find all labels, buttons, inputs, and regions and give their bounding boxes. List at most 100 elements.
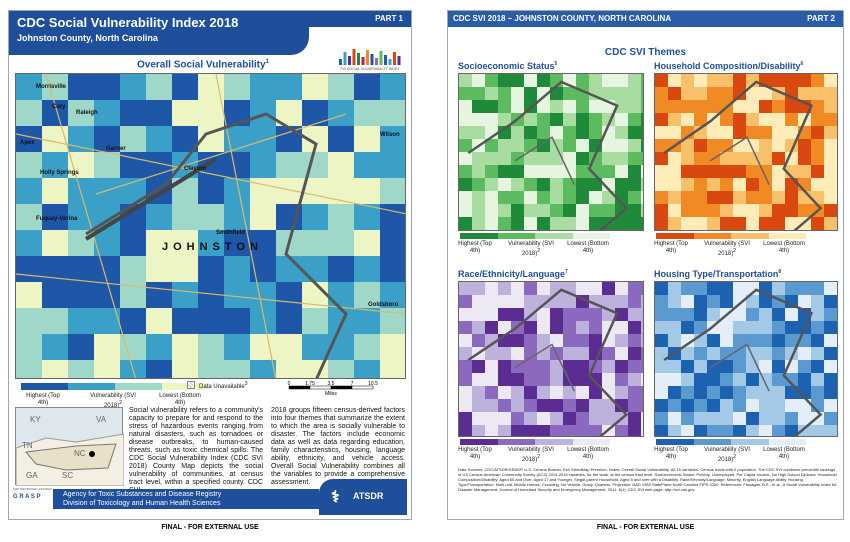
place-label: JOHNSTON <box>162 241 263 253</box>
header-banner: CDC Social Vulnerability Index 2018 John… <box>9 11 309 55</box>
svi-logo: SVI SOCIAL VULNERABILITY INDEX <box>335 47 405 71</box>
legend-highest: Highest (Top 4th) <box>458 447 492 460</box>
county-boundary <box>663 80 823 230</box>
legend-lowest: Lowest (Bottom 4th) <box>763 447 805 460</box>
part-label: PART 1 <box>375 14 403 23</box>
boundary-line <box>709 343 770 392</box>
road-line <box>16 273 405 315</box>
legend-lowest: Lowest (Bottom 4th) <box>763 241 805 254</box>
logo-bar <box>388 59 392 65</box>
legend-vulnerability: Vulnerability (SVI 2018)2 <box>508 241 554 257</box>
theme-title-household: Household Composition/Disability6 <box>654 61 804 71</box>
scale-tick: 0 <box>288 381 291 387</box>
road-line <box>215 74 277 378</box>
intro-text-left: Social vulnerability refers to a communi… <box>129 407 263 494</box>
legend-swatch <box>731 233 769 239</box>
road-line <box>95 113 347 195</box>
legend-swatch <box>656 439 694 445</box>
division-name: Division of Toxicology and Human Health … <box>63 500 221 507</box>
legend-swatch <box>693 233 731 239</box>
scale-segment <box>351 385 374 390</box>
scale-tick: 1.75 <box>305 381 315 387</box>
logo-bar <box>357 53 360 65</box>
socioeconomic-legend <box>460 233 610 239</box>
scale-tick: 10.5 <box>368 381 378 387</box>
legend-swatch <box>731 439 769 445</box>
logo-bar <box>343 52 347 65</box>
data-notes: Data Sources: CDC/ATSDR/GRASP, U.S. Cens… <box>458 467 837 492</box>
county-boundary <box>663 288 823 436</box>
housing-transport-map <box>654 281 838 437</box>
intro-text-right: 2018 groups fifteen census-derived facto… <box>271 407 405 486</box>
themes-title: CDC SVI Themes <box>604 47 687 58</box>
logo-bar <box>379 51 383 65</box>
legend-swatch <box>656 233 694 239</box>
logo-bar <box>352 49 356 65</box>
overall-legend-bar <box>21 383 209 390</box>
part-2-title: CDC SVI 2018 – JOHNSTON COUNTY, NORTH CA… <box>453 14 672 23</box>
atsdr-logo: ⚕ ATSDR <box>319 479 407 515</box>
svi-logo-icon: SVI SOCIAL VULNERABILITY INDEX <box>339 49 401 71</box>
state-label: TN <box>22 441 33 450</box>
place-label: Holly Springs <box>40 170 79 176</box>
legend-swatch <box>68 383 115 390</box>
legend-vulnerability: Vulnerability (SVI 2018)2 <box>704 241 750 257</box>
place-label: Raleigh <box>76 110 98 116</box>
logo-bar <box>393 52 396 65</box>
household-map <box>654 73 838 231</box>
legend-vulnerability: Vulnerability (SVI 2018)2 <box>90 393 136 409</box>
logo-bar <box>375 58 378 65</box>
legend-highest: Highest (Top 4th) <box>458 241 492 254</box>
place-label: Garner <box>106 146 126 152</box>
scale-unit: Miles <box>325 391 337 397</box>
place-label: Clayton <box>184 166 206 172</box>
legend-highest: Highest (Top 4th) <box>654 447 688 460</box>
legend-swatch <box>460 439 498 445</box>
inset-state-map: KY VA TN NC SC GA <box>15 407 125 487</box>
state-label: VA <box>96 415 107 424</box>
footer-part-1: FINAL - FOR EXTERNAL USE <box>161 524 259 531</box>
legend-swatch <box>497 233 535 239</box>
place-label: Smithfield <box>216 230 245 236</box>
road-line <box>16 133 405 215</box>
place-label: Apex <box>20 140 35 146</box>
state-label: KY <box>30 415 41 424</box>
state-label: NC <box>74 449 86 458</box>
legend-swatch <box>460 233 498 239</box>
place-label: Goldsboro <box>368 302 399 308</box>
county-boundary <box>467 80 629 230</box>
data-unavailable-swatch <box>187 381 195 389</box>
legend-lowest: Lowest (Bottom 4th) <box>567 241 609 254</box>
state-label: GA <box>26 471 38 480</box>
place-label: Morrisville <box>36 84 67 90</box>
grasp-logo: G R A S P <box>13 494 41 500</box>
household-legend <box>656 233 806 239</box>
overall-svi-map: Morrisville Cary Raleigh Apex Garner Holly Sp… <box>15 73 406 379</box>
agency-name: Agency for Toxic Substances and Disease … <box>63 491 222 498</box>
state-label: SC <box>62 471 73 480</box>
legend-swatch <box>572 439 610 445</box>
agency-banner: Agency for Toxic Substances and Disease … <box>53 489 319 509</box>
legend-swatch <box>535 233 573 239</box>
logo-bar <box>361 57 365 65</box>
legend-lowest: Lowest (Bottom 4th) <box>159 393 201 406</box>
theme-title-housing: Housing Type/Transportation8 <box>654 269 782 279</box>
legend-swatch <box>21 383 68 390</box>
inset-nc <box>25 443 117 471</box>
overall-svi-map-svg: Morrisville Cary Raleigh Apex Garner Holly Sp… <box>16 74 405 378</box>
page-title: CDC Social Vulnerability Index 2018 <box>17 15 239 30</box>
footer-part-2: FINAL - FOR EXTERNAL USE <box>596 524 695 531</box>
scale-tick: 3.5 <box>328 381 335 387</box>
county-boundary <box>467 288 629 436</box>
page-subtitle: Johnston County, North Carolina <box>17 33 158 43</box>
legend-swatch <box>572 233 610 239</box>
county-locator <box>89 451 95 457</box>
place-label: Fuquay-Varina <box>36 216 78 222</box>
scale-bar: 0 1.75 3.5 7 10.5 Miles <box>285 381 381 397</box>
legend-lowest: Lowest (Bottom 4th) <box>567 447 609 460</box>
legend-vulnerability: Vulnerability (SVI 2018)2 <box>508 447 554 463</box>
legend-swatch <box>768 233 806 239</box>
logo-bar <box>348 56 351 65</box>
place-label: Cary <box>52 104 66 110</box>
boundary-line <box>514 343 575 392</box>
